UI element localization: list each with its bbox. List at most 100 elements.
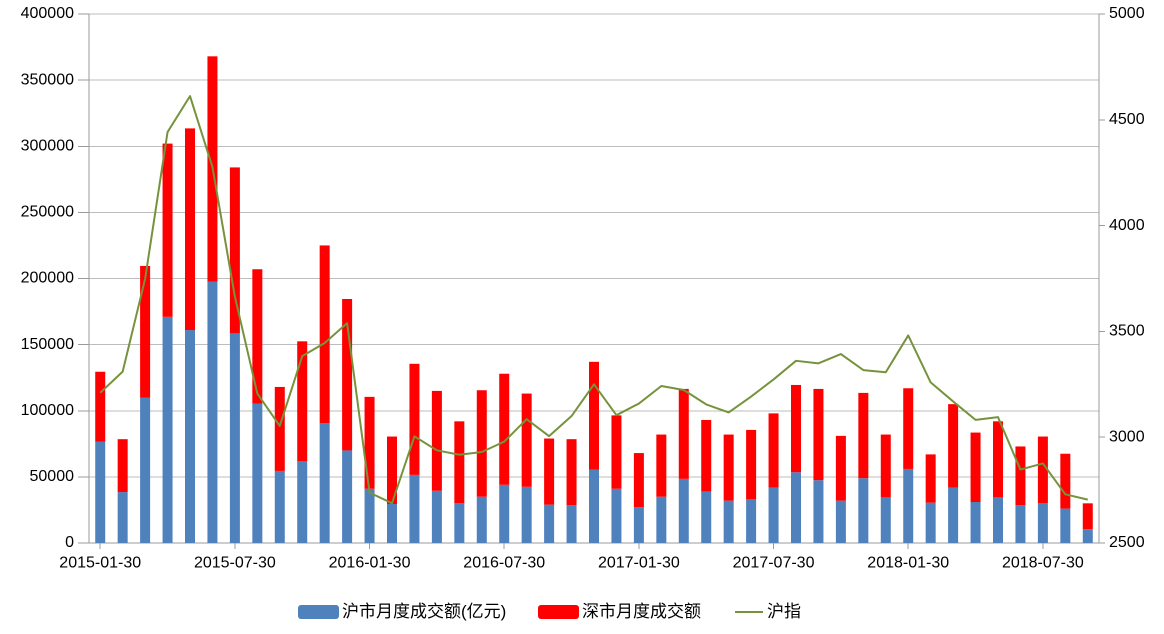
bar-segment-shanghai (1037, 503, 1048, 543)
bar-segment-shenzhen (499, 373, 510, 485)
y-axis-left-tick-label: 250000 (21, 204, 74, 221)
bar-segment-shanghai (544, 504, 555, 543)
bar-segment-shanghai (521, 486, 532, 543)
y-axis-left-tick-label: 100000 (21, 402, 74, 419)
bar-segment-shenzhen (387, 436, 397, 504)
y-axis-left-tick-label: 50000 (30, 468, 75, 485)
bar-segment-shanghai (723, 500, 734, 543)
bar-segment-shenzhen (409, 363, 420, 475)
y-axis-left-tick-label: 400000 (21, 5, 74, 22)
bar-segment-shenzhen (701, 420, 712, 492)
bar-segment-shanghai (431, 490, 442, 543)
bar-segment-shanghai (903, 468, 914, 543)
legend-label-shanghai-turnover: 沪市月度成交额(亿元) (342, 602, 507, 621)
legend-label-shenzhen-turnover: 深市月度成交额 (582, 602, 701, 621)
bar-segment-shenzhen (431, 390, 442, 491)
y-axis-right-tick-label: 4000 (1109, 217, 1145, 234)
x-axis-tick-label: 2016-01-30 (329, 554, 411, 571)
bar-segment-shenzhen (925, 454, 936, 503)
bar-segment-shenzhen (566, 439, 577, 506)
bar-segment-shenzhen (229, 167, 240, 334)
bar-segment-shenzhen (746, 429, 757, 500)
bar-segment-shenzhen (274, 386, 285, 471)
bar-segment-shenzhen (835, 435, 846, 501)
bar-segment-shenzhen (319, 245, 330, 424)
bar-segment-shanghai (499, 484, 510, 543)
x-axis-tick-label: 2018-07-30 (1002, 554, 1084, 571)
bar-segment-shanghai (970, 502, 981, 543)
bar-segment-shenzhen (903, 388, 914, 469)
bar-segment-shanghai (409, 474, 420, 543)
bar-segment-shanghai (746, 499, 757, 543)
bar-segment-shenzhen (858, 392, 869, 479)
bar-segment-shenzhen (1015, 446, 1026, 506)
bar-segment-shenzhen (95, 371, 106, 442)
bar-segment-shanghai (476, 496, 487, 543)
bar-segment-shenzhen (948, 404, 959, 488)
bar-segment-shenzhen (791, 384, 801, 473)
legend-label-sse-index: 沪指 (767, 602, 801, 621)
bar-segment-shanghai (611, 488, 622, 543)
bar-segment-shanghai (791, 472, 801, 543)
bar-segment-shanghai (1060, 508, 1071, 543)
bar-segment-shenzhen (252, 269, 263, 404)
y-axis-right-tick-label: 4500 (1109, 111, 1145, 128)
bar-segment-shenzhen (813, 388, 824, 481)
bar-segment-shenzhen (993, 421, 1003, 498)
bar-segment-shenzhen (656, 434, 667, 497)
x-axis-tick-label: 2017-07-30 (733, 554, 815, 571)
bar-segment-shanghai (1015, 505, 1026, 543)
y-axis-left-tick-label: 150000 (21, 336, 74, 353)
x-axis-tick-label: 2015-07-30 (194, 554, 276, 571)
bar-segment-shanghai (117, 492, 128, 543)
bar-segment-shanghai (364, 488, 375, 543)
x-axis-tick-label: 2016-07-30 (463, 554, 545, 571)
chart-legend: 沪市月度成交额(亿元) 深市月度成交额 沪指 (0, 599, 1164, 627)
bar-segment-shanghai (387, 503, 397, 543)
bar-segment-shenzhen (185, 128, 195, 331)
bar-segment-shenzhen (678, 388, 689, 479)
bar-segment-shanghai (162, 316, 173, 543)
bar-segment-shanghai (252, 403, 263, 543)
bar-segment-shenzhen (723, 434, 734, 501)
x-axis-tick-label: 2015-01-30 (59, 554, 141, 571)
bar-segment-shenzhen (297, 341, 308, 462)
bar-segment-shanghai (454, 503, 465, 543)
bar-segment-shanghai (880, 497, 891, 543)
bar-segment-shenzhen (880, 434, 891, 498)
bar-segment-shanghai (274, 470, 285, 543)
bar-segment-shanghai (701, 491, 712, 543)
bar-segment-shenzhen (589, 361, 599, 470)
legend-item-shenzhen-turnover: 深市月度成交额 (538, 599, 701, 625)
y-axis-right-tick-label: 3500 (1109, 323, 1145, 340)
y-axis-right-tick-label: 5000 (1109, 5, 1145, 22)
bar-segment-shanghai (678, 478, 689, 543)
shanghai-turnover-swatch-icon (298, 605, 339, 619)
bar-segment-shanghai (993, 497, 1003, 543)
bar-segment-shenzhen (162, 143, 173, 317)
bar-segment-shenzhen (970, 432, 981, 503)
sse-index-line-sample-icon (735, 611, 763, 613)
y-axis-left-tick-label: 200000 (21, 270, 74, 287)
legend-item-sse-index: 沪指 (735, 599, 801, 625)
y-axis-right-tick-label: 3000 (1109, 428, 1145, 445)
bar-segment-shanghai (140, 397, 151, 543)
bar-segment-shenzhen (476, 390, 487, 497)
bar-segment-shanghai (768, 487, 779, 543)
bar-segment-shenzhen (117, 439, 128, 493)
x-axis-tick-label: 2017-01-30 (598, 554, 680, 571)
bar-segment-shanghai (229, 333, 240, 543)
bar-segment-shenzhen (544, 438, 555, 505)
bar-segment-shenzhen (364, 396, 375, 489)
bar-segment-shenzhen (342, 298, 353, 451)
bar-segment-shenzhen (611, 415, 622, 489)
bar-segment-shanghai (633, 507, 644, 543)
bar-segment-shanghai (95, 441, 106, 543)
y-axis-right-tick-label: 2500 (1109, 534, 1145, 551)
bar-segment-shenzhen (633, 453, 644, 508)
bar-segment-shanghai (566, 505, 577, 543)
bar-segment-shenzhen (521, 393, 532, 487)
bar-segment-shanghai (185, 330, 195, 543)
